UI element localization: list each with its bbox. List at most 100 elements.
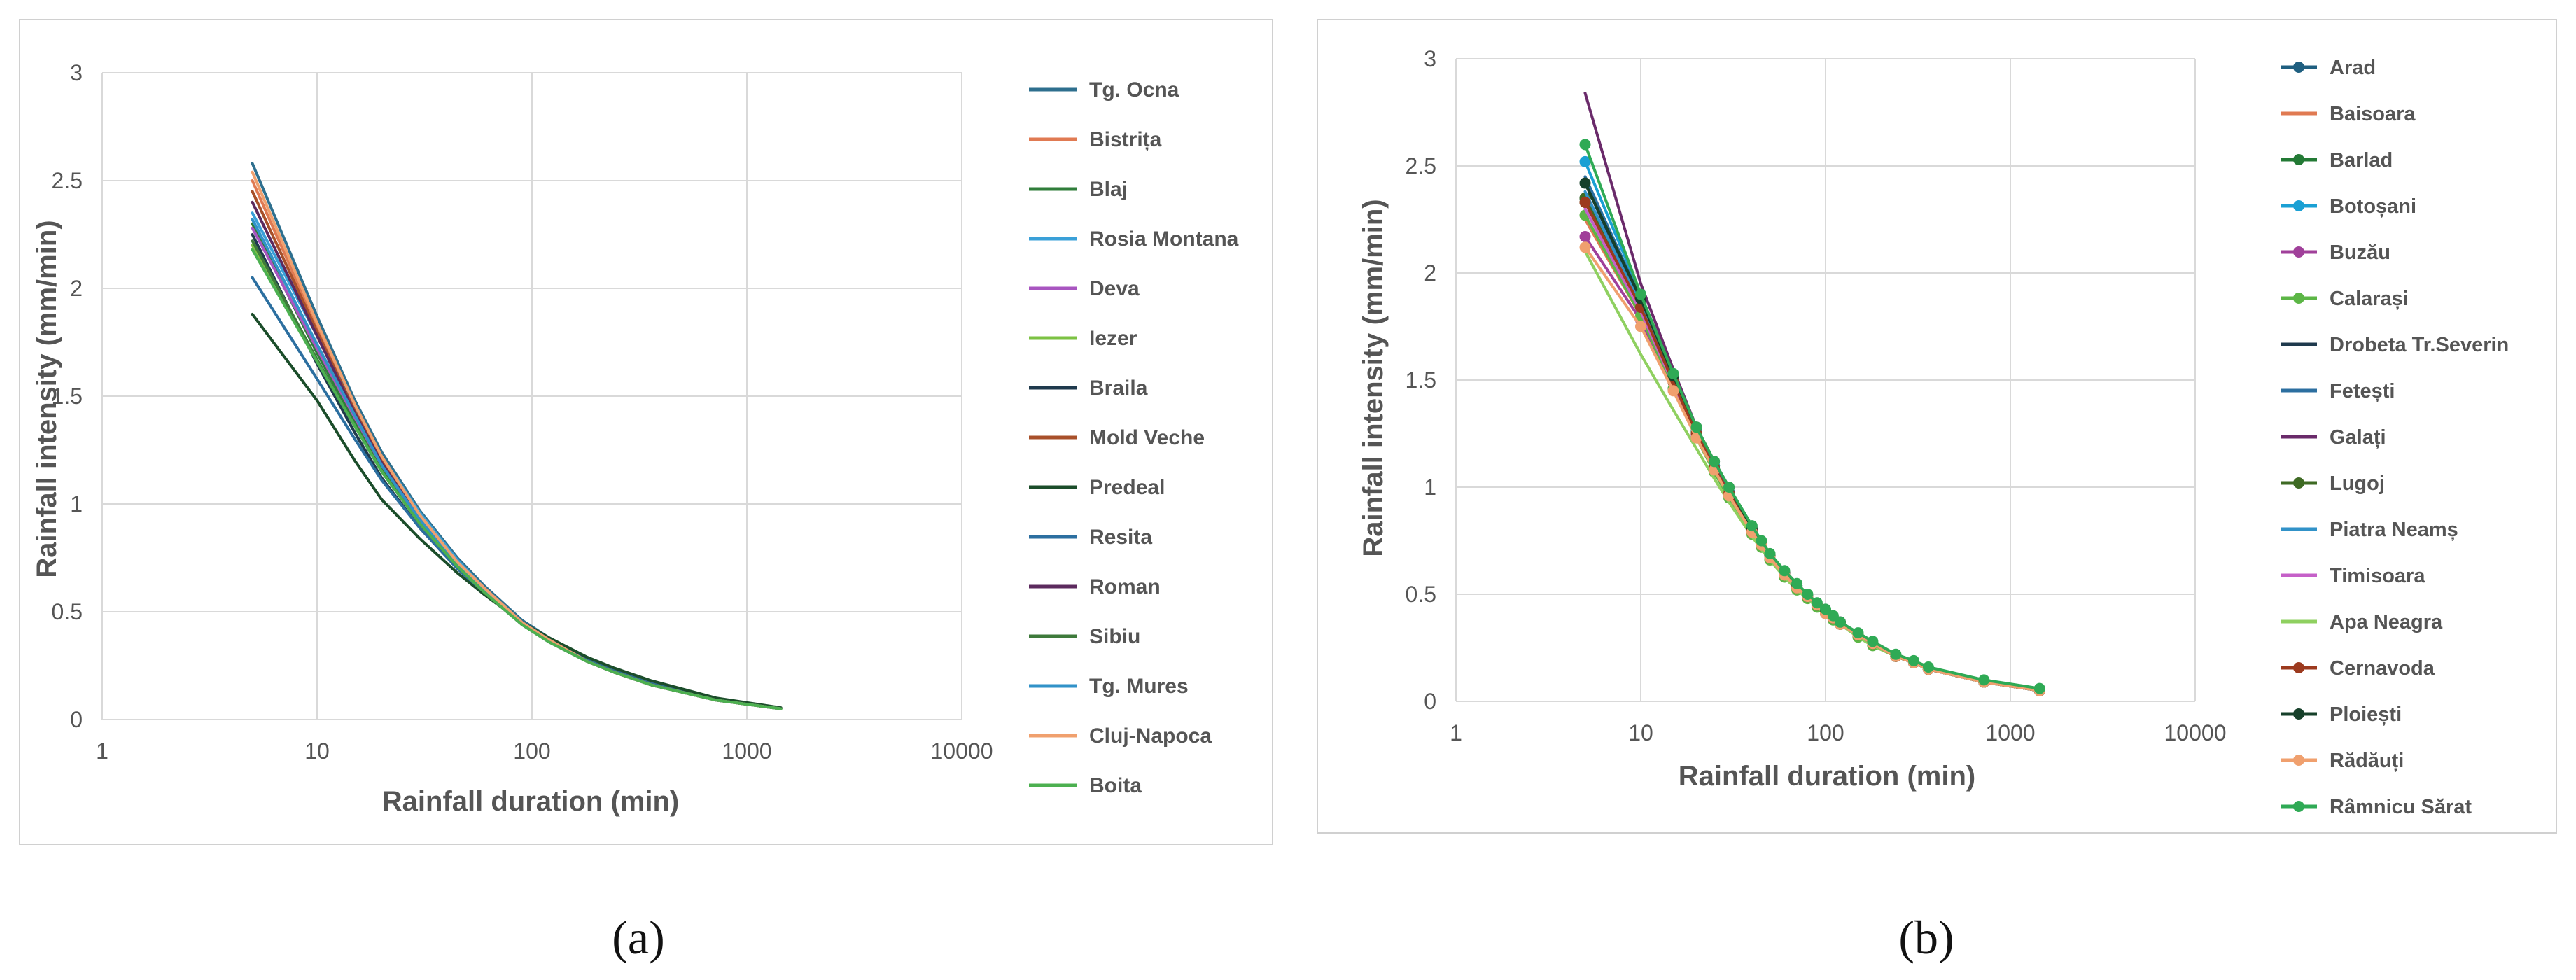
data-point bbox=[2033, 682, 2045, 694]
chart-panel-a: 0 0.5 1 1.5 2 2.5 3 1 10 100 1000 10000 Tg. Ocna Bi… bbox=[19, 19, 1273, 845]
chart-b-y-ticks: 0 0.5 1 1.5 2 2.5 3 bbox=[1406, 46, 1436, 714]
legend-label: Baisoara bbox=[2330, 103, 2416, 125]
data-point bbox=[1709, 456, 1721, 468]
legend-item: Apa Neagra bbox=[2281, 611, 2443, 634]
legend-label: Lugoj bbox=[2330, 472, 2385, 495]
legend-item: Lugoj bbox=[2281, 472, 2385, 495]
y-tick-label: 1.5 bbox=[52, 384, 83, 409]
legend-label: Timisoara bbox=[2330, 565, 2426, 587]
legend-item: Drobeta Tr.Severin bbox=[2281, 334, 2509, 356]
data-point bbox=[1791, 578, 1803, 589]
x-tick-label: 100 bbox=[1807, 720, 1844, 746]
legend-item: Baisoara bbox=[2281, 103, 2416, 125]
legend-item: Roman bbox=[1029, 575, 1161, 598]
chart-a-x-axis-label: Rainfall duration (min) bbox=[382, 786, 679, 817]
legend-label: Râmnicu Sărat bbox=[2330, 796, 2472, 818]
legend-label: Arad bbox=[2330, 57, 2376, 79]
legend-marker bbox=[2293, 62, 2304, 73]
chart-b-series bbox=[1579, 92, 2045, 696]
legend-label: Cluj-Napoca bbox=[1089, 724, 1212, 748]
data-point bbox=[1635, 321, 1646, 332]
data-point bbox=[1746, 520, 1758, 532]
legend-item: Bistrița bbox=[1029, 128, 1162, 151]
chart-b-frame bbox=[1317, 19, 2557, 834]
panel-label-a: (a) bbox=[612, 911, 664, 964]
legend-item: Botoșani bbox=[2281, 195, 2416, 218]
data-point bbox=[1667, 368, 1679, 379]
chart-a-x-ticks: 1 10 100 1000 10000 bbox=[96, 738, 993, 764]
legend-marker bbox=[2293, 801, 2304, 812]
legend-marker bbox=[2293, 662, 2304, 673]
legend-label: Piatra Neamș bbox=[2330, 519, 2458, 541]
data-point bbox=[1690, 421, 1702, 433]
legend-item: Calarași bbox=[2281, 288, 2409, 310]
x-tick-label: 10 bbox=[1628, 720, 1653, 746]
chart-a-y-ticks: 0 0.5 1 1.5 2 2.5 3 bbox=[52, 60, 83, 732]
data-point bbox=[1852, 627, 1864, 639]
chart-panel-b: 0 0.5 1 1.5 2 2.5 3 1 10 100 1000 10000 Arad Baisoa… bbox=[1317, 19, 2557, 834]
chart-b-x-ticks: 1 10 100 1000 10000 bbox=[1450, 720, 2226, 746]
y-tick-label: 2.5 bbox=[1406, 153, 1436, 178]
chart-b-y-axis-label: Rainfall intensity (mm/min) bbox=[1358, 199, 1389, 556]
legend-label: Iezer bbox=[1089, 327, 1138, 350]
x-tick-label: 1 bbox=[1450, 720, 1462, 746]
legend-item: Rosia Montana bbox=[1029, 227, 1239, 251]
legend-label: Apa Neagra bbox=[2330, 611, 2443, 634]
legend-label: Tg. Ocna bbox=[1089, 78, 1180, 102]
legend-label: Mold Veche bbox=[1089, 426, 1205, 449]
series-line bbox=[251, 162, 783, 710]
legend-label: Cernavoda bbox=[2330, 657, 2435, 680]
legend-item: Fetești bbox=[2281, 380, 2395, 402]
y-tick-label: 0.5 bbox=[1406, 582, 1436, 607]
legend-item: Cernavoda bbox=[2281, 657, 2435, 680]
series-line bbox=[251, 248, 783, 710]
x-tick-label: 1 bbox=[96, 738, 108, 764]
legend-label: Rădăuți bbox=[2330, 750, 2404, 772]
legend-label: Predeal bbox=[1089, 476, 1165, 499]
legend-label: Drobeta Tr.Severin bbox=[2330, 334, 2509, 356]
legend-item: Rădăuți bbox=[2281, 750, 2404, 772]
legend-label: Resita bbox=[1089, 526, 1152, 549]
data-point bbox=[1779, 565, 1791, 577]
legend-item: Timisoara bbox=[2281, 565, 2426, 587]
x-tick-label: 100 bbox=[513, 738, 550, 764]
legend-label: Calarași bbox=[2330, 288, 2409, 310]
data-point bbox=[1867, 636, 1879, 648]
data-point bbox=[1579, 139, 1591, 150]
legend-item: Arad bbox=[2281, 57, 2376, 79]
chart-a-gridlines bbox=[102, 72, 962, 720]
chart-a-y-axis-label: Rainfall intensity (mm/min) bbox=[31, 220, 62, 578]
y-tick-label: 0.5 bbox=[52, 599, 83, 624]
data-point bbox=[1922, 662, 1934, 673]
legend-label: Tg. Mures bbox=[1089, 675, 1189, 698]
y-tick-label: 2 bbox=[70, 276, 83, 301]
y-tick-label: 0 bbox=[1424, 689, 1436, 714]
legend-marker bbox=[2293, 755, 2304, 766]
legend-item: Tg. Mures bbox=[1029, 675, 1189, 698]
legend-item: Blaj bbox=[1029, 178, 1128, 201]
x-tick-label: 10 bbox=[304, 738, 330, 764]
legend-label: Boita bbox=[1089, 774, 1142, 797]
chart-a-series bbox=[251, 162, 783, 710]
data-point bbox=[1978, 674, 1990, 686]
legend-marker bbox=[2293, 708, 2304, 720]
data-point bbox=[1908, 654, 1919, 666]
legend-item: Mold Veche bbox=[1029, 426, 1205, 449]
legend-label: Roman bbox=[1089, 575, 1161, 598]
legend-item: Deva bbox=[1029, 277, 1140, 300]
data-point bbox=[1635, 288, 1646, 300]
legend-marker bbox=[2293, 154, 2304, 165]
legend-label: Bistrița bbox=[1089, 128, 1162, 151]
data-point bbox=[1579, 155, 1591, 167]
chart-b-legend: Arad Baisoara Barlad Botoșani Buzău Calarași D… bbox=[2281, 57, 2509, 818]
y-tick-label: 3 bbox=[1424, 46, 1436, 71]
legend-label: Galați bbox=[2330, 426, 2386, 449]
x-tick-label: 10000 bbox=[2164, 720, 2227, 746]
legend-item: Braila bbox=[1029, 377, 1148, 400]
y-tick-label: 3 bbox=[70, 60, 83, 85]
data-point bbox=[1756, 535, 1768, 547]
data-point bbox=[1802, 589, 1814, 600]
legend-item: Cluj-Napoca bbox=[1029, 724, 1212, 748]
data-point bbox=[1820, 603, 1831, 615]
